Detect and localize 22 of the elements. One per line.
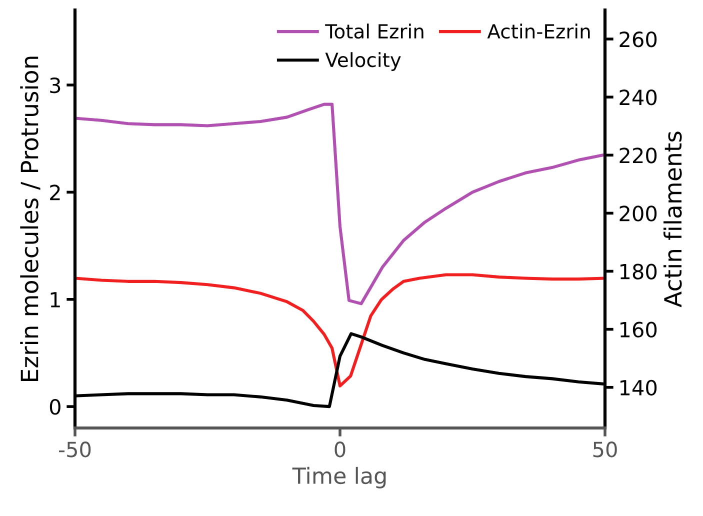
x-axis-title: Time lag bbox=[292, 466, 386, 488]
y2-tick-label: 260 bbox=[620, 31, 657, 48]
x-tick-label: -50 bbox=[59, 442, 91, 458]
y-tick-label: 1 bbox=[50, 292, 60, 308]
x-tick-label: 50 bbox=[593, 442, 617, 458]
legend-label: Total Ezrin bbox=[325, 24, 424, 39]
y2-tick-label: 240 bbox=[620, 90, 657, 106]
y-tick-label: 0 bbox=[50, 399, 60, 415]
y-tick-label: 3 bbox=[50, 77, 60, 94]
x-tick-label: 0 bbox=[334, 442, 346, 458]
legend-label: Actin-Ezrin bbox=[487, 24, 590, 39]
y2-axis-title: Actin filaments bbox=[664, 132, 682, 308]
line-series bbox=[75, 102, 605, 306]
y2-tick-label: 200 bbox=[620, 206, 657, 222]
legend-label: Velocity bbox=[325, 52, 401, 71]
y-tick-label: 2 bbox=[50, 184, 60, 200]
y2-tick-label: 180 bbox=[620, 264, 657, 280]
y2-tick-label: 140 bbox=[620, 380, 657, 396]
y2-tick-label: 220 bbox=[620, 148, 657, 164]
y2-tick-label: 160 bbox=[620, 322, 657, 338]
line-series bbox=[75, 273, 605, 388]
y-axis-title: Ezrin molecules / Protrusion bbox=[20, 56, 40, 381]
